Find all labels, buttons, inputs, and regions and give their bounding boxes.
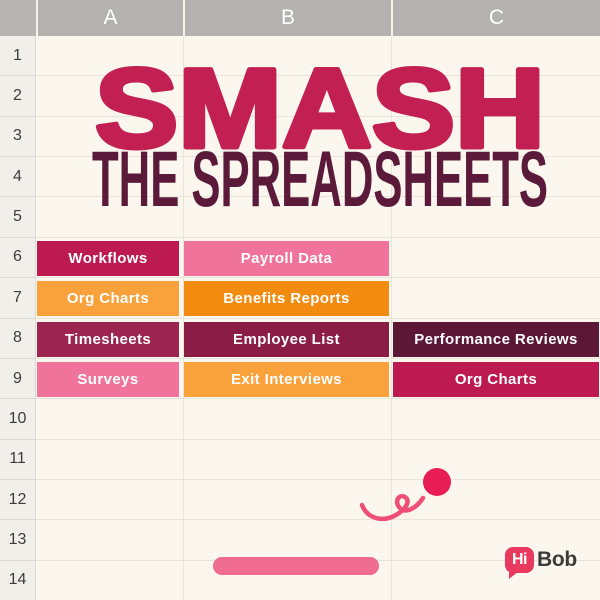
cell-a8-timesheets[interactable]: Timesheets (37, 322, 179, 357)
cell-b7-benefits-reports[interactable]: Benefits Reports (184, 281, 389, 316)
grid-row-line (36, 117, 600, 158)
row-header-11[interactable]: 11 (0, 440, 35, 480)
row-header-13[interactable]: 13 (0, 520, 35, 561)
grid-column-line-a-b (183, 36, 184, 600)
cell-b8-employee-list[interactable]: Employee List (184, 322, 389, 357)
grid-row-line (36, 197, 600, 238)
grid-row-line (36, 440, 600, 480)
select-all-corner[interactable] (0, 0, 36, 36)
grid-row-line (36, 319, 600, 359)
cell-c9-org-charts[interactable]: Org Charts (393, 362, 599, 397)
row-header-3[interactable]: 3 (0, 117, 35, 158)
hibob-logo[interactable]: Hi Bob (505, 545, 595, 581)
cell-a7-org-charts[interactable]: Org Charts (37, 281, 179, 316)
grid-row-line (36, 480, 600, 521)
grid-column-line-b-c (391, 36, 392, 600)
row-header-8[interactable]: 8 (0, 319, 35, 359)
row-header-6[interactable]: 6 (0, 238, 35, 279)
grid-row-line (36, 278, 600, 319)
row-header-2[interactable]: 2 (0, 76, 35, 117)
row-header-7[interactable]: 7 (0, 278, 35, 319)
hibob-wordmark: Bob (537, 548, 577, 571)
grid-lines (36, 36, 600, 600)
cell-a9-surveys[interactable]: Surveys (37, 362, 179, 397)
row-header-12[interactable]: 12 (0, 480, 35, 521)
grid-row-line (36, 399, 600, 440)
row-header-9[interactable]: 9 (0, 359, 35, 400)
row-header-5[interactable]: 5 (0, 197, 35, 238)
grid-row-line (36, 238, 600, 279)
grid-row-line (36, 76, 600, 117)
column-header-b[interactable]: B (183, 0, 391, 36)
row-header-14[interactable]: 14 (8, 571, 27, 589)
column-header-a[interactable]: A (36, 0, 183, 36)
hibob-bubble-tail-icon (509, 571, 519, 579)
row-header-10[interactable]: 10 (0, 399, 35, 440)
cell-b9-exit-interviews[interactable]: Exit Interviews (184, 362, 389, 397)
grid-row-line (36, 359, 600, 400)
column-header-c[interactable]: C (391, 0, 600, 36)
column-header-row: A B C (0, 0, 600, 36)
row-header-1[interactable]: 1 (0, 36, 35, 77)
grid-row-line (36, 157, 600, 198)
row-header-4[interactable]: 4 (0, 157, 35, 198)
cell-b6-payroll-data[interactable]: Payroll Data (184, 241, 389, 276)
cell-a6-workflows[interactable]: Workflows (37, 241, 179, 276)
hibob-bubble-icon: Hi (505, 547, 534, 573)
row-header-gutter: 1 2 3 4 5 6 7 8 9 10 11 12 13 14 (0, 36, 36, 600)
cell-c8-performance-reviews[interactable]: Performance Reviews (393, 322, 599, 357)
grid-row-line (36, 36, 600, 77)
